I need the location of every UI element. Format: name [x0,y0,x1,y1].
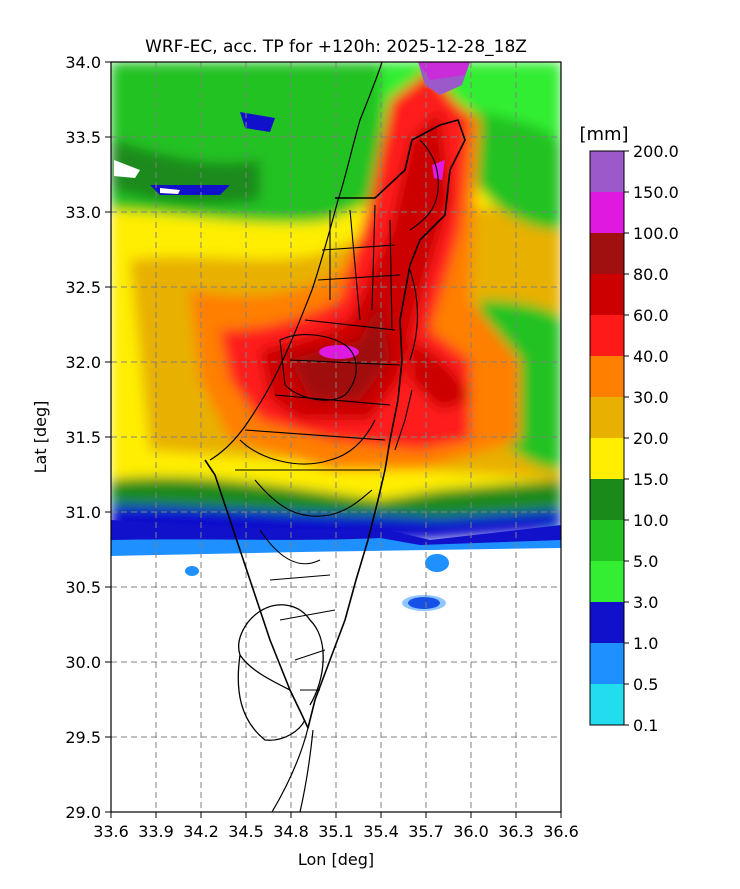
colorbar-unit: [mm] [579,124,628,145]
x-tick-label: 34.2 [183,822,219,841]
colorbar-level-label: 80.0 [633,265,669,284]
y-tick-label: 33.0 [65,203,101,222]
x-tick-label: 34.5 [228,822,264,841]
colorbar-swatch [590,438,624,480]
y-tick-label: 31.5 [65,428,101,447]
y-tick-label: 30.0 [65,653,101,672]
x-tick-label: 36.6 [543,822,579,841]
y-tick-label: 30.5 [65,578,101,597]
colorbar-level-label: 100.0 [633,224,679,243]
y-axis-label: Lat [deg] [31,401,50,474]
x-tick-label: 34.8 [273,822,309,841]
colorbar-swatch [590,274,624,316]
colorbar-level-label: 200.0 [633,142,679,161]
colorbar-level-label: 0.5 [633,675,658,694]
y-tick-label: 29.0 [65,803,101,822]
x-tick-label: 35.4 [363,822,399,841]
colorbar-swatch [590,479,624,521]
colorbar-level-label: 0.1 [633,716,658,735]
colorbar-level-label: 60.0 [633,306,669,325]
y-tick-label: 34.0 [65,53,101,72]
colorbar-swatches [590,151,624,726]
x-tick-label: 33.6 [93,822,129,841]
colorbar-swatch [590,561,624,603]
colorbar-swatch [590,151,624,193]
colorbar-level-label: 3.0 [633,593,658,612]
x-tick-label: 35.1 [318,822,354,841]
colorbar-level-label: 10.0 [633,511,669,530]
colorbar-level-label: 20.0 [633,429,669,448]
colorbar-swatch [590,520,624,562]
y-tick-label: 33.5 [65,128,101,147]
colorbar-level-label: 5.0 [633,552,658,571]
precipitation-field [111,62,561,812]
y-axis-ticks: 34.0 33.5 33.0 32.5 32.0 31.5 31.0 30.5 30.0 29.5… [65,53,111,822]
colorbar-swatch [590,192,624,234]
colorbar-swatch [590,356,624,398]
x-tick-label: 36.0 [453,822,489,841]
x-axis-label: Lon [deg] [298,850,374,869]
y-tick-label: 31.0 [65,503,101,522]
colorbar-level-label: 40.0 [633,347,669,366]
colorbar-level-label: 150.0 [633,183,679,202]
colorbar-level-label: 30.0 [633,388,669,407]
country-borders [204,62,466,812]
colorbar: [mm] 200.0 150.0 100.0 80.0 60.0 40.0 30.0 20.0… [579,124,678,735]
y-tick-label: 32.0 [65,353,101,372]
y-tick-label: 29.5 [65,728,101,747]
colorbar-level-label: 15.0 [633,470,669,489]
x-tick-label: 35.7 [408,822,444,841]
colorbar-swatch [590,233,624,275]
map-title: WRF-EC, acc. TP for +120h: 2025-12-28_18… [145,37,527,57]
x-tick-label: 36.3 [498,822,534,841]
colorbar-level-label: 1.0 [633,634,658,653]
colorbar-swatch [590,397,624,439]
colorbar-swatch [590,602,624,644]
colorbar-swatch [590,315,624,357]
colorbar-swatch [590,684,624,726]
x-tick-label: 33.9 [138,822,174,841]
y-tick-label: 32.5 [65,278,101,297]
colorbar-labels: 200.0 150.0 100.0 80.0 60.0 40.0 30.0 20.0 15.0 1… [624,142,679,735]
x-axis-ticks: 33.6 33.9 34.2 34.5 34.8 35.1 35.4 35.7 36.0 36.3… [93,812,579,841]
colorbar-swatch [590,643,624,685]
